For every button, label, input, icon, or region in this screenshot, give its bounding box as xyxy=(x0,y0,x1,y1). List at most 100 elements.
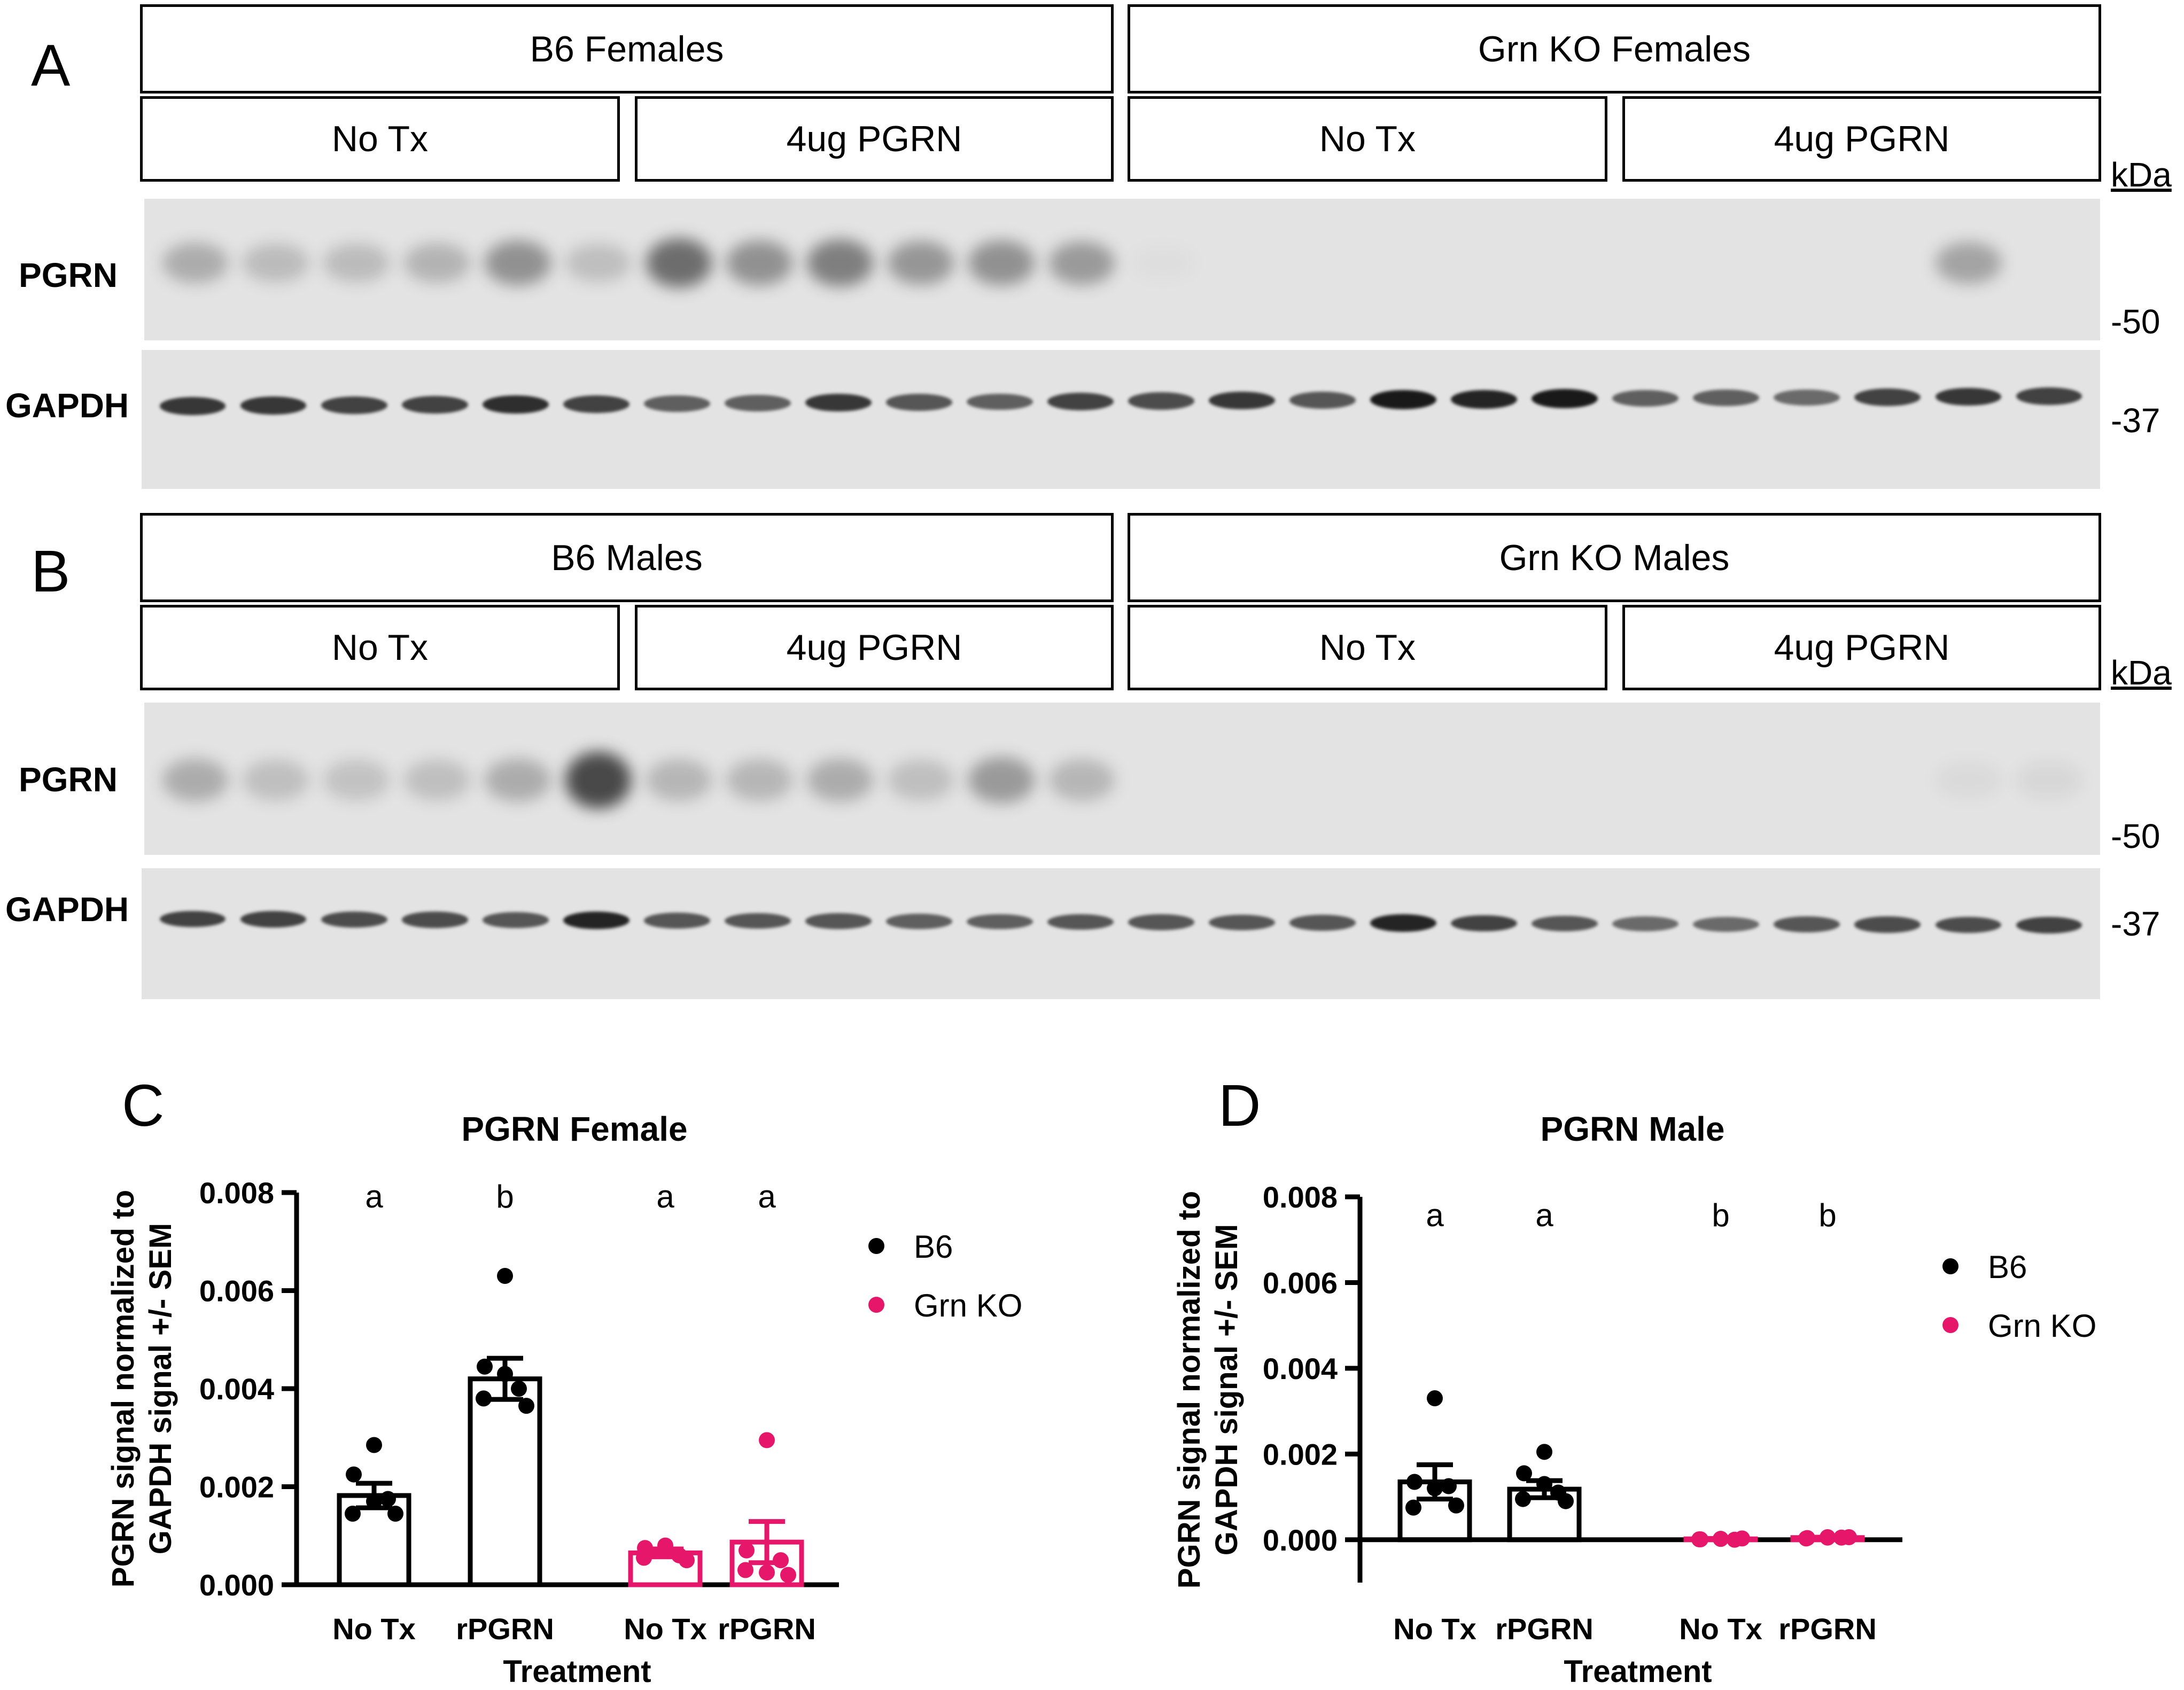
blot-band xyxy=(159,397,226,415)
legend-label: B6 xyxy=(914,1229,953,1265)
panel-b-sub-1: No Tx xyxy=(140,605,620,690)
blot-band xyxy=(563,912,629,929)
data-point xyxy=(1516,1465,1532,1482)
data-point xyxy=(366,1493,382,1510)
category-label: No Tx xyxy=(624,1612,707,1646)
blot-band xyxy=(1289,392,1356,409)
x-axis-label: Treatment xyxy=(1564,1654,1712,1689)
blot-band xyxy=(482,395,549,414)
data-point xyxy=(380,1491,396,1507)
blot-band xyxy=(1451,390,1518,409)
blot-band xyxy=(807,758,873,802)
data-point xyxy=(1691,1531,1707,1547)
data-point xyxy=(780,1567,796,1583)
y-axis-label-line2: GAPDH signal +/- SEM xyxy=(1209,1224,1244,1555)
blot-band xyxy=(807,239,873,286)
data-point xyxy=(1841,1529,1857,1545)
blot-band xyxy=(484,758,551,802)
legend-label: B6 xyxy=(1988,1249,2027,1285)
blot-band xyxy=(805,913,872,929)
blot-band xyxy=(646,759,712,801)
panel-a-gapdh-blot xyxy=(142,350,2100,489)
blot-band xyxy=(1128,914,1194,930)
panel-a-sub-2: 4ug PGRN xyxy=(635,96,1114,182)
blot-band xyxy=(724,395,791,411)
data-point xyxy=(1427,1480,1443,1497)
category-label: rPGRN xyxy=(1495,1612,1594,1646)
panel-a-sub-4: 4ug PGRN xyxy=(1622,96,2101,182)
significance-letter: a xyxy=(1535,1197,1553,1233)
panel-b-sub-4: 4ug PGRN xyxy=(1622,605,2101,690)
data-point xyxy=(1713,1531,1729,1547)
panel-a-pgrn-blot xyxy=(144,199,2100,340)
blot-band xyxy=(321,911,387,928)
panel-a-gapdh-label: GAPDH xyxy=(5,386,129,425)
y-tick-label: 0.006 xyxy=(1263,1266,1338,1299)
legend-label: Grn KO xyxy=(1988,1308,2096,1344)
blot-band xyxy=(484,240,551,285)
blot-band xyxy=(1854,916,1921,933)
x-axis-label: Treatment xyxy=(503,1654,651,1689)
panel-a-kda-title: kDa xyxy=(2111,155,2172,194)
blot-band xyxy=(1209,914,1275,931)
panel-b-marker-50: -50 xyxy=(2111,817,2160,855)
blot-band xyxy=(2016,917,2082,933)
blot-band xyxy=(404,760,470,800)
y-tick-label: 0.000 xyxy=(199,1568,274,1602)
significance-letter: a xyxy=(758,1179,776,1214)
data-point xyxy=(1798,1530,1814,1547)
panel-a-group-grnko: Grn KO Females xyxy=(1128,4,2101,94)
panel-a-sub-1: No Tx xyxy=(140,96,620,182)
data-point xyxy=(476,1390,492,1407)
panel-b-pgrn-blot xyxy=(144,703,2100,855)
blot-band xyxy=(643,395,710,412)
blot-band xyxy=(401,396,468,414)
panel-b-group-b6: B6 Males xyxy=(140,513,1114,602)
data-point xyxy=(1820,1529,1836,1546)
blot-band xyxy=(888,241,954,285)
blot-band xyxy=(726,240,793,285)
y-tick-label: 0.004 xyxy=(1263,1352,1338,1385)
data-point xyxy=(497,1366,513,1382)
blot-band xyxy=(404,243,470,283)
panel-a-letter: A xyxy=(31,33,71,98)
blot-band xyxy=(243,760,309,800)
blot-band xyxy=(1289,915,1356,931)
blot-band xyxy=(1370,914,1437,932)
category-label: rPGRN xyxy=(456,1612,554,1646)
data-point xyxy=(511,1381,527,1397)
significance-letter: b xyxy=(1818,1197,1836,1233)
blot-band xyxy=(1693,390,1760,407)
blot-band xyxy=(643,913,710,929)
blot-band xyxy=(1854,388,1921,406)
y-tick-label: 0.004 xyxy=(199,1372,274,1406)
blot-band xyxy=(2016,387,2082,406)
data-point xyxy=(1427,1390,1443,1407)
data-point xyxy=(759,1432,775,1448)
significance-letter: a xyxy=(656,1179,674,1214)
panel-a-pgrn-label: PGRN xyxy=(19,256,118,294)
data-point xyxy=(679,1552,695,1569)
y-tick-label: 0.008 xyxy=(199,1176,274,1210)
panel-c-letter: C xyxy=(122,1073,165,1139)
chart-title: PGRN Male xyxy=(1541,1110,1725,1148)
panel-b-pgrn-label: PGRN xyxy=(19,760,118,799)
data-point xyxy=(345,1505,361,1522)
blot-band xyxy=(243,243,309,283)
category-label: rPGRN xyxy=(718,1612,816,1646)
blot-band xyxy=(565,244,632,282)
data-point xyxy=(737,1562,753,1578)
blot-band xyxy=(1451,915,1518,932)
data-point xyxy=(739,1542,755,1559)
legend-marker xyxy=(868,1297,884,1313)
data-point xyxy=(773,1552,789,1569)
data-point xyxy=(1406,1474,1423,1490)
significance-letter: a xyxy=(365,1179,383,1214)
blot-band xyxy=(1370,390,1437,409)
blot-band xyxy=(565,751,632,809)
blot-band xyxy=(1048,241,1115,285)
category-label: No Tx xyxy=(1393,1612,1476,1646)
y-axis-label-line2: GAPDH signal +/- SEM xyxy=(143,1223,178,1554)
blot-band xyxy=(888,760,954,800)
panel-b-letter: B xyxy=(31,539,71,604)
